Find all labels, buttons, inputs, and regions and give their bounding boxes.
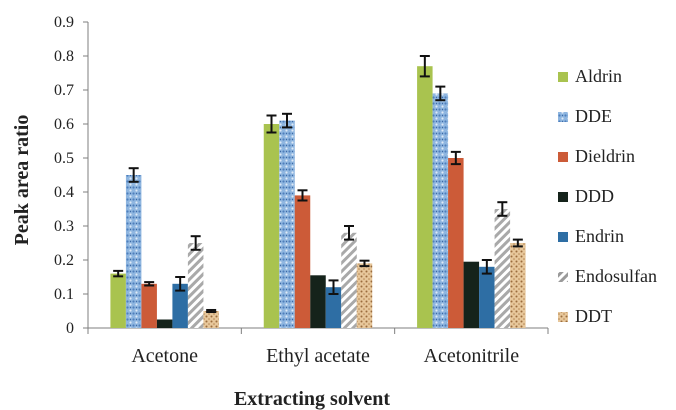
bar (463, 261, 480, 328)
y-tick-label: 0.6 (54, 116, 74, 133)
legend-swatch (558, 272, 568, 282)
x-tick-label: Ethyl acetate (266, 345, 370, 367)
bar (341, 232, 357, 328)
bar-group (263, 114, 280, 328)
x-axis-title: Extracting solvent (234, 388, 390, 410)
x-tick-label: Acetone (131, 345, 198, 367)
bar (432, 93, 449, 329)
bar (448, 158, 464, 328)
bar-group (448, 150, 464, 328)
bar (325, 287, 342, 328)
bars (110, 55, 526, 329)
y-tick-label: 0.1 (54, 286, 74, 303)
bar (187, 243, 204, 328)
legend: Aldrin DDE Dieldrin DDD Endrin Endosulfan DDT (558, 66, 657, 326)
bar (172, 283, 188, 328)
bar-group (203, 308, 219, 328)
bar (510, 243, 526, 328)
legend-label: Endosulfan (575, 266, 657, 286)
y-tick-label: 0.7 (54, 82, 74, 99)
y-tick-label: 0 (66, 320, 74, 337)
bar-group (510, 238, 526, 328)
legend-swatch (558, 112, 568, 122)
bar-group (341, 225, 357, 328)
legend-label: DDT (575, 306, 612, 326)
bar-sheen (494, 209, 511, 328)
y-tick-label: 0.2 (54, 252, 74, 269)
bar (310, 275, 326, 328)
bar-group (110, 269, 126, 328)
y-tick-label: 0.8 (54, 48, 74, 65)
bar-sheen (187, 243, 204, 328)
y-tick-label: 0.4 (54, 184, 74, 201)
y-tick-label: 0.9 (54, 14, 74, 31)
bar (125, 175, 142, 328)
legend-label: DDE (575, 106, 612, 126)
bar-group (310, 275, 326, 328)
bar-group (172, 276, 188, 328)
y-tick-label: 0.3 (54, 218, 74, 235)
legend-label: Dieldrin (575, 146, 635, 166)
bar (156, 319, 173, 328)
bar (294, 195, 311, 328)
bar-group (125, 167, 142, 328)
legend-label: Endrin (575, 226, 624, 246)
bar-group (325, 279, 342, 328)
legend-swatch (558, 152, 568, 162)
bar (203, 311, 219, 328)
legend-item: Dieldrin (558, 146, 635, 166)
bar-group (279, 112, 295, 328)
bar-group (432, 85, 449, 329)
legend-swatch (558, 232, 568, 242)
bar (141, 283, 157, 328)
bar-group (417, 55, 433, 328)
bar (479, 266, 495, 328)
y-axis-title: Peak area ratio (11, 115, 33, 246)
bar-group (294, 189, 311, 328)
legend-item: DDD (558, 186, 614, 206)
bar (279, 120, 295, 328)
bar-group (479, 259, 495, 328)
legend-swatch (558, 72, 568, 82)
bar-group (463, 261, 480, 328)
legend-item: Endrin (558, 226, 624, 246)
bar-group (356, 259, 373, 328)
bar (110, 273, 126, 328)
bar (263, 124, 280, 328)
legend-swatch (558, 312, 568, 322)
legend-item: DDT (558, 306, 612, 326)
bar-group (141, 281, 157, 328)
legend-item: DDE (558, 106, 612, 126)
x-tick-label: Acetonitrile (424, 345, 520, 367)
legend-swatch (558, 192, 568, 202)
bar-group (156, 319, 173, 328)
y-tick-label: 0.5 (54, 150, 74, 167)
bar-group (187, 235, 204, 328)
legend-label: DDD (575, 186, 614, 206)
bar (417, 66, 433, 328)
bar (494, 209, 511, 328)
bar-group (494, 201, 511, 328)
bar-sheen (341, 232, 357, 328)
legend-item: Aldrin (558, 66, 622, 86)
legend-label: Aldrin (575, 66, 622, 86)
bar (356, 263, 373, 328)
axes: 0 0.1 0.2 0.3 0.4 0.5 0.6 0.7 0.8 0.9 Acetone Ethyl… (54, 14, 549, 367)
legend-item: Endosulfan (558, 266, 657, 286)
